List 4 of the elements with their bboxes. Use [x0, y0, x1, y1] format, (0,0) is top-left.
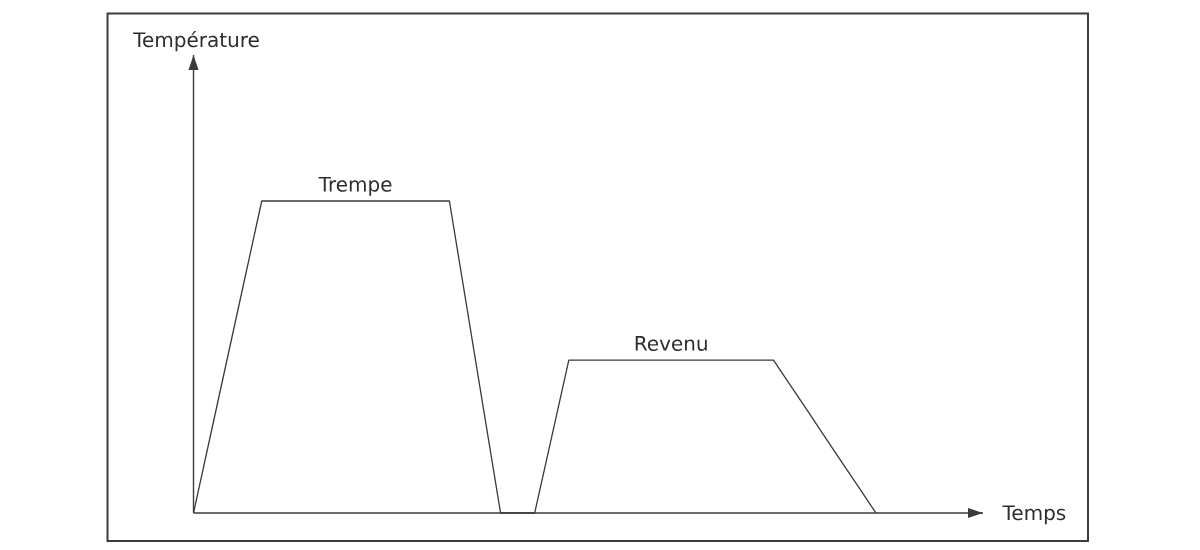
text: Temps: [1002, 505, 1066, 525]
annotation: Revenu: [635, 336, 707, 351]
annotation: Trempe: [318, 176, 392, 196]
text: Température: [133, 30, 259, 52]
